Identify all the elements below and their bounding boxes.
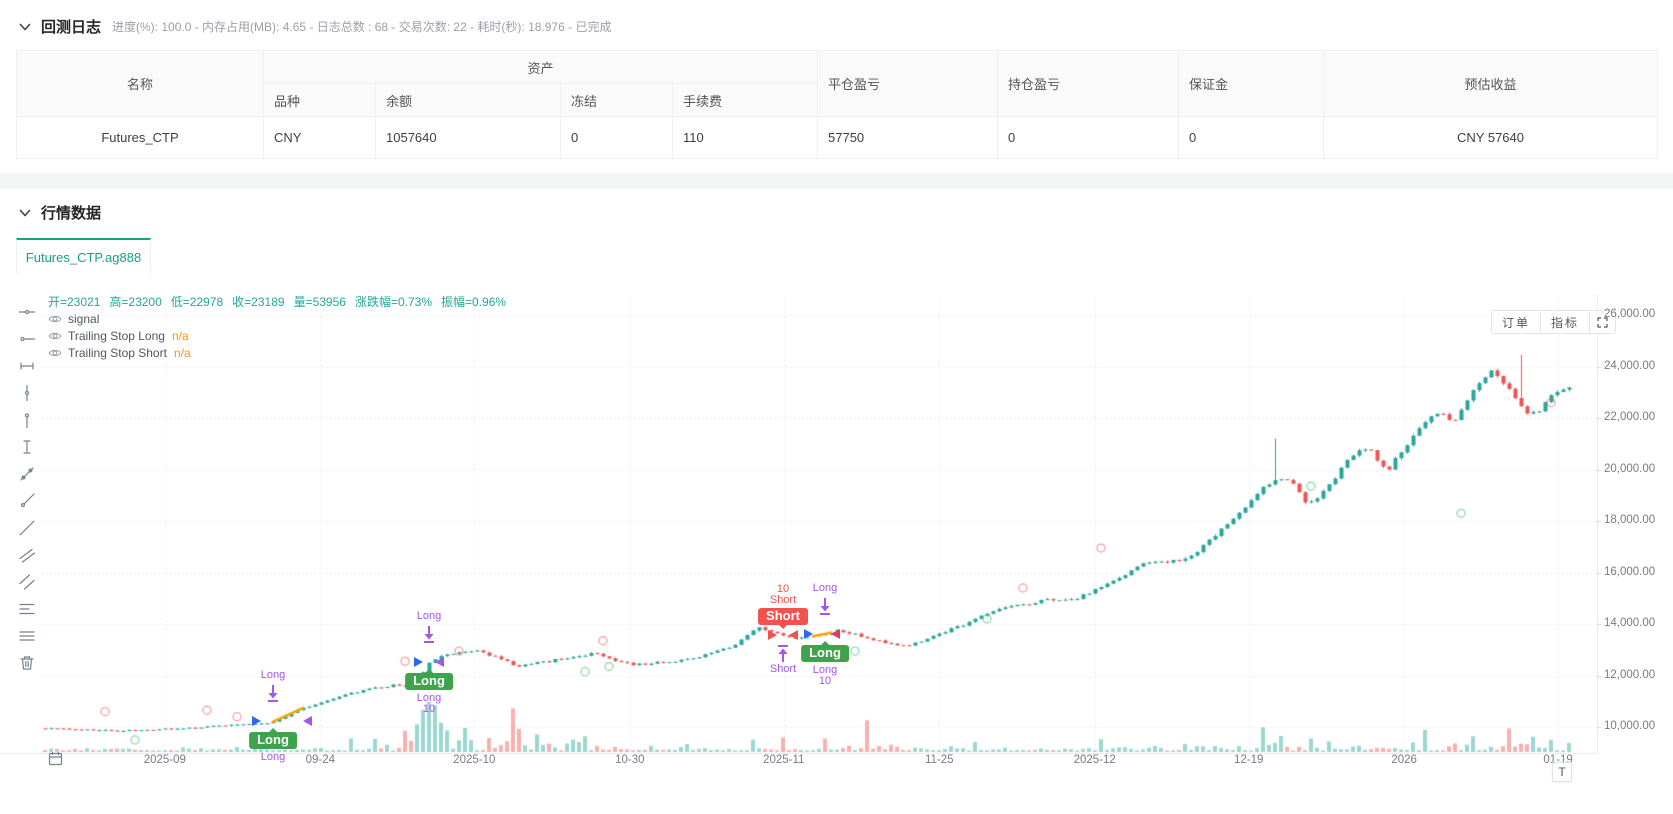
indicator-row: Trailing Stop Short n/a xyxy=(48,344,515,361)
collapse-chevron-icon[interactable] xyxy=(18,20,32,34)
visibility-eye-icon[interactable] xyxy=(48,312,62,326)
indicator-row: Trailing Stop Long n/a xyxy=(48,327,515,344)
visibility-eye-icon[interactable] xyxy=(48,329,62,343)
fullscreen-icon[interactable] xyxy=(1590,316,1615,328)
cell-closed-pnl: 57750 xyxy=(817,116,999,159)
col-header-asset-group: 资产 xyxy=(262,50,819,84)
chart-top-buttons: 订单 指标 xyxy=(1491,310,1617,334)
cell-margin: 0 xyxy=(1178,116,1325,159)
col-header-est-profit: 预估收益 xyxy=(1323,50,1659,117)
horizontal-straight-line-tool-icon[interactable] xyxy=(14,298,40,325)
symbol-tabbar: Futures_CTP.ag888 xyxy=(16,238,1673,274)
vertical-ray-tool-icon[interactable] xyxy=(14,406,40,433)
tab-futures-ctp-ag888[interactable]: Futures_CTP.ag888 xyxy=(16,238,151,274)
kline-chart: 开=23021 高=23200 低=22978 收=23189 量=53956 涨跌幅=0… xyxy=(0,290,1673,790)
tooltip-tool-button[interactable]: T xyxy=(1552,762,1572,782)
indicator-value: n/a xyxy=(171,328,189,343)
delete-drawing-tool-icon[interactable] xyxy=(14,649,40,676)
backtest-log-section: 回测日志 进度(%): 100.0 - 内存占用(MB): 4.65 - 日志总… xyxy=(0,0,1673,159)
cell-frozen: 0 xyxy=(560,116,673,159)
indicator-name: Trailing Stop Long xyxy=(68,328,165,343)
visibility-eye-icon[interactable] xyxy=(48,346,62,360)
segment-tool-icon[interactable] xyxy=(14,514,40,541)
drawing-toolbar xyxy=(12,298,42,676)
col-header-position-pnl: 持仓盈亏 xyxy=(997,50,1180,117)
cell-balance: 1057640 xyxy=(375,116,561,159)
table-row: Futures_CTP CNY 1057640 0 110 57750 0 0 … xyxy=(16,116,1659,159)
orders-button[interactable]: 订单 xyxy=(1502,315,1531,330)
col-header-variety: 品种 xyxy=(263,83,376,117)
vertical-segment-tool-icon[interactable] xyxy=(14,433,40,460)
vertical-straight-line-tool-icon[interactable] xyxy=(14,379,40,406)
horizontal-ray-tool-icon[interactable] xyxy=(14,325,40,352)
col-header-fee: 手续费 xyxy=(671,83,819,117)
price-channel-tool-icon[interactable] xyxy=(14,541,40,568)
indicator-row: signal xyxy=(48,310,515,327)
ray-line-tool-icon[interactable] xyxy=(14,487,40,514)
price-line-tool-icon[interactable] xyxy=(14,595,40,622)
indicators-button[interactable]: 指标 xyxy=(1551,315,1580,330)
collapse-chevron-icon[interactable] xyxy=(18,206,32,220)
backtest-log-title: 回测日志 xyxy=(41,19,102,36)
cell-position-pnl: 0 xyxy=(997,116,1180,159)
indicator-name: signal xyxy=(68,311,100,326)
cell-est-profit: CNY 57640 xyxy=(1323,116,1659,159)
col-header-margin: 保证金 xyxy=(1178,50,1325,117)
col-header-frozen: 冻结 xyxy=(560,83,673,117)
parallel-line-tool-icon[interactable] xyxy=(14,568,40,595)
section-divider xyxy=(0,173,1673,189)
indicator-value: n/a xyxy=(173,345,191,360)
horizontal-segment-tool-icon[interactable] xyxy=(14,352,40,379)
drawing-list-tool-icon[interactable] xyxy=(14,622,40,649)
straight-line-tool-icon[interactable] xyxy=(14,460,40,487)
indicator-name: Trailing Stop Short xyxy=(68,345,167,360)
cell-fee: 110 xyxy=(671,116,819,159)
candlestick-chart-canvas[interactable] xyxy=(0,290,1673,790)
market-data-title: 行情数据 xyxy=(41,205,102,222)
col-header-closed-pnl: 平仓盈亏 xyxy=(817,50,999,117)
col-header-balance: 余额 xyxy=(375,83,561,117)
col-header-name: 名称 xyxy=(16,50,264,117)
cell-variety: CNY xyxy=(263,116,376,159)
assets-table: 名称 资产 平仓盈亏 持仓盈亏 保证金 预估收益 品种 余额 冻结 手续费 Fu… xyxy=(16,50,1659,159)
cell-name: Futures_CTP xyxy=(16,116,264,159)
backtest-stats: 进度(%): 100.0 - 内存占用(MB): 4.65 - 日志总数 : 6… xyxy=(112,20,612,34)
calendar-icon[interactable] xyxy=(48,751,63,771)
market-data-section: 行情数据 Futures_CTP.ag888 xyxy=(0,189,1673,274)
